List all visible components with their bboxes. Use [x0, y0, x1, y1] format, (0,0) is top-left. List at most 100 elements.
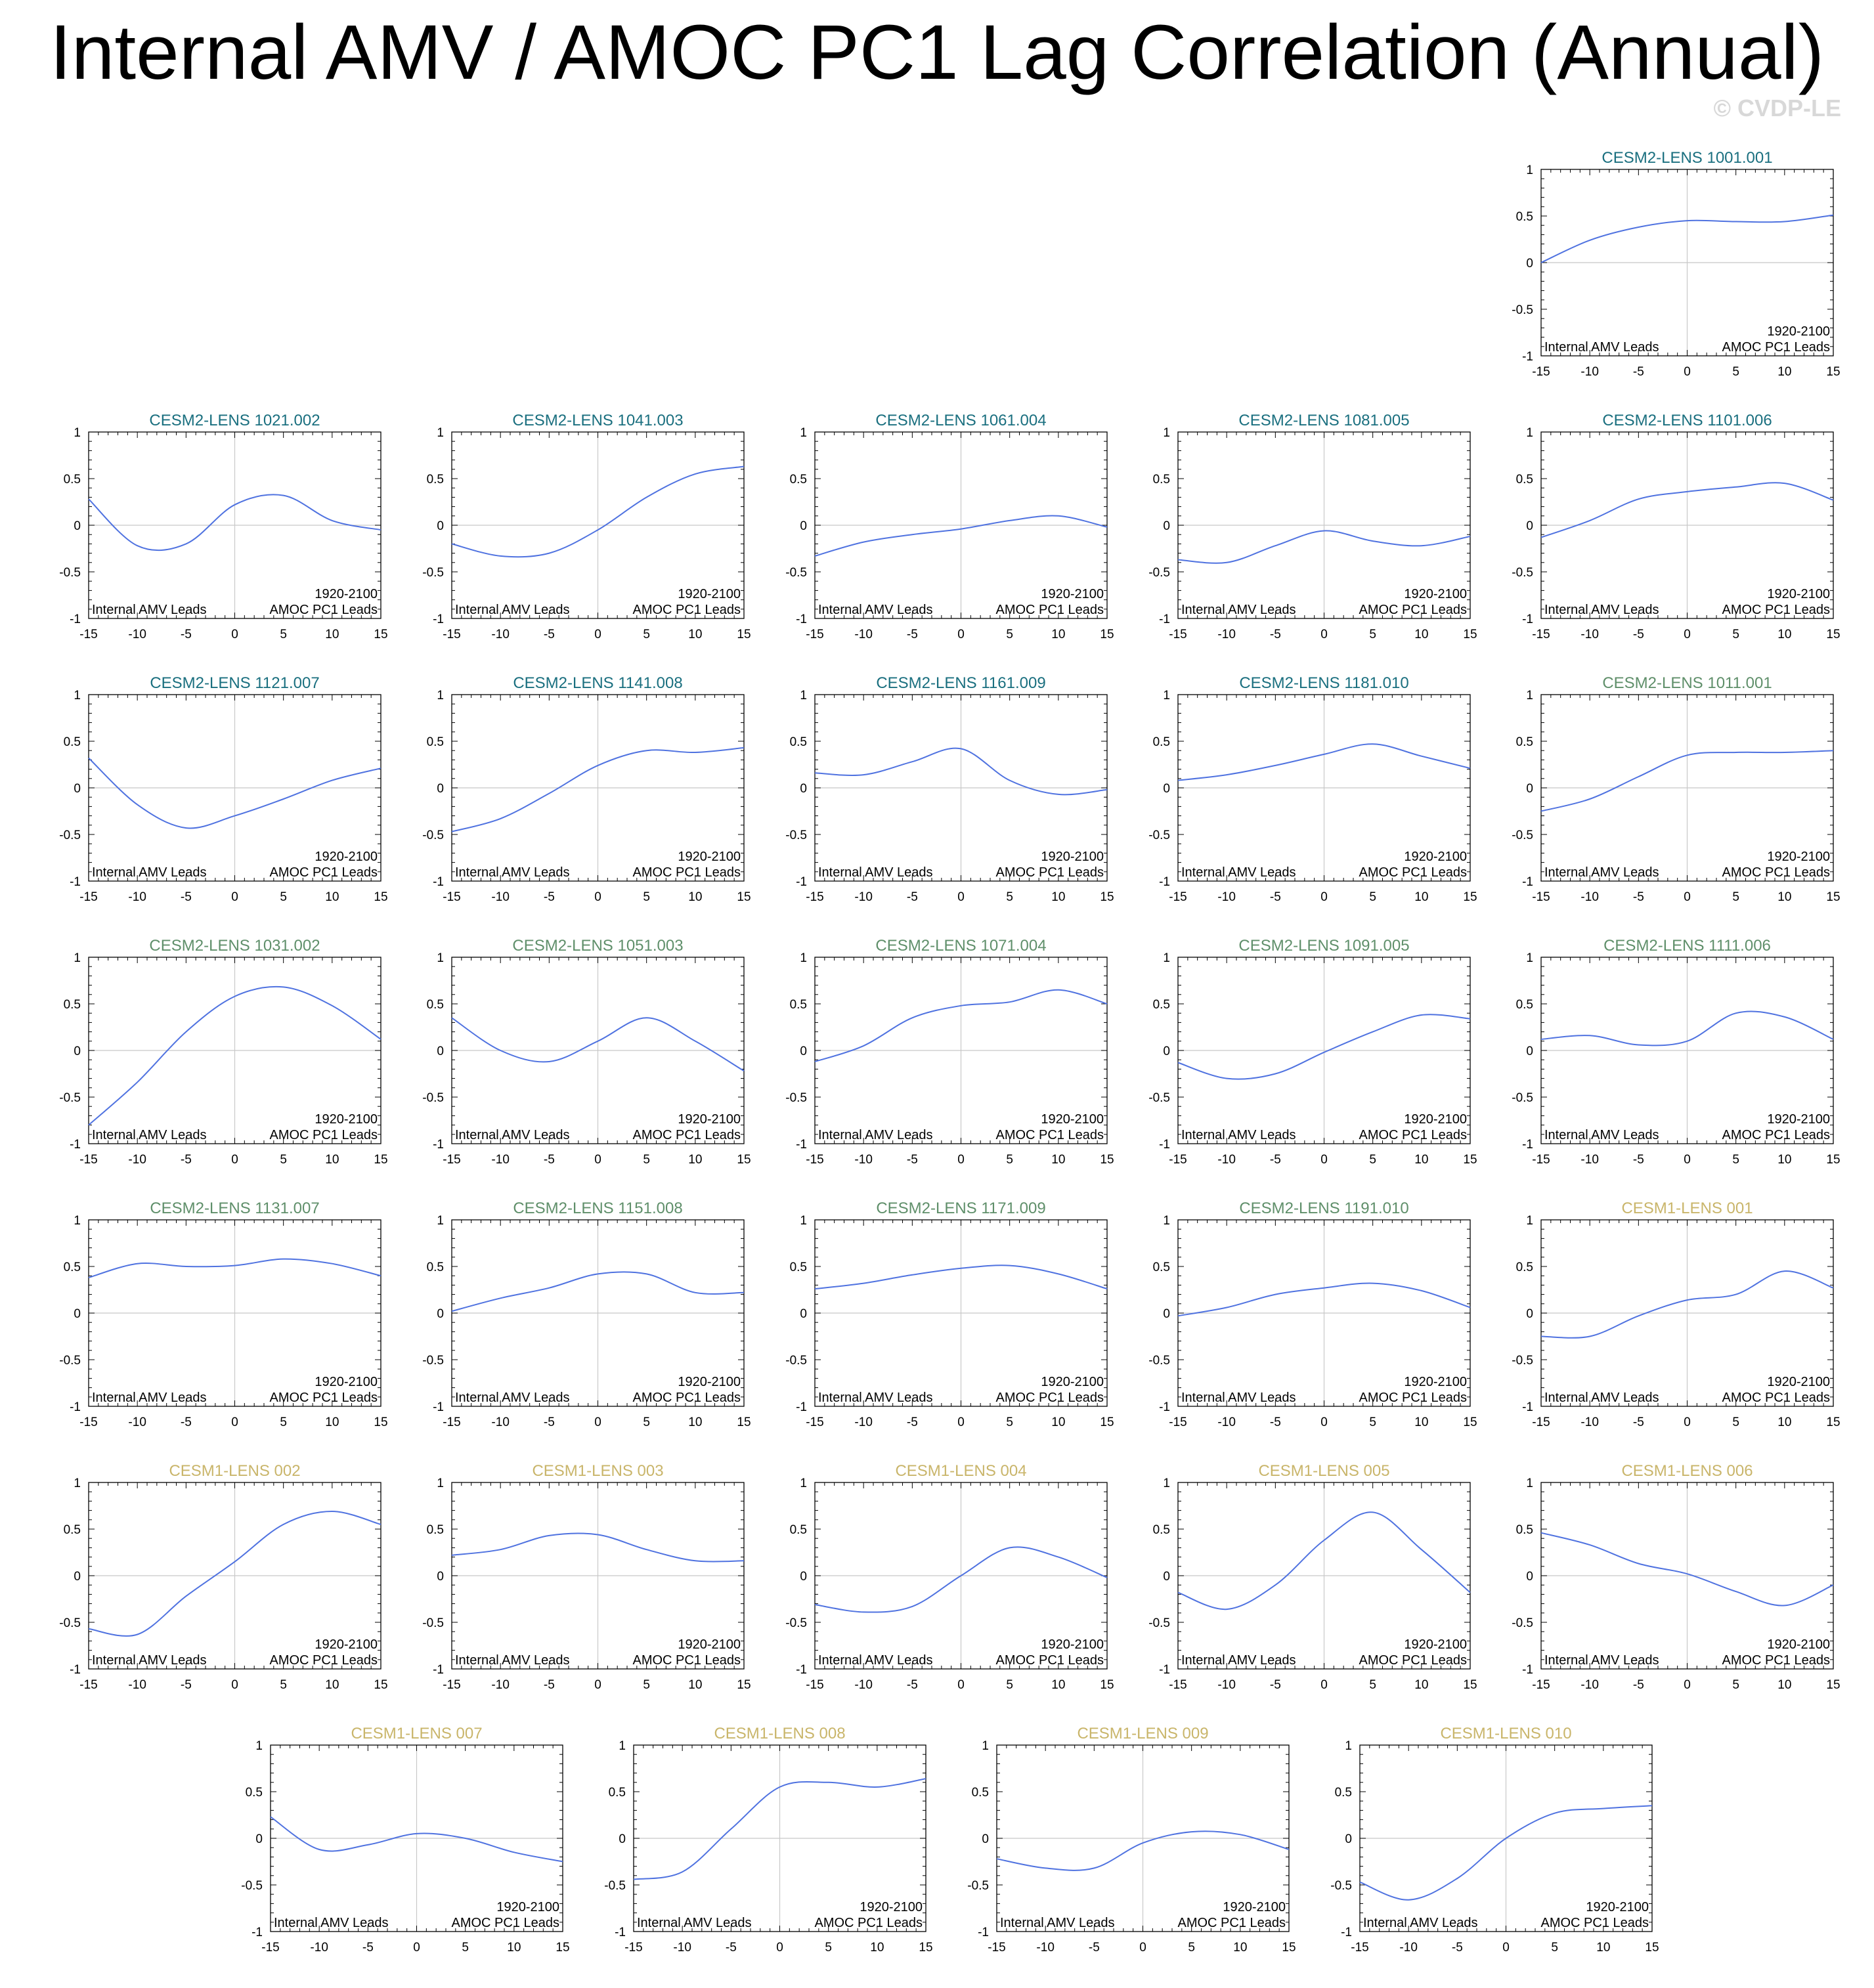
period-label: 1920-2100	[496, 1900, 559, 1914]
x-tick-label: -15	[1532, 1153, 1550, 1167]
period-label: 1920-2100	[1404, 850, 1467, 864]
y-tick-label: 0.5	[427, 998, 444, 1012]
x-tick-label: -10	[310, 1941, 328, 1955]
amv-leads-label: Internal AMV Leads	[455, 1391, 570, 1405]
period-label: 1920-2100	[1767, 587, 1830, 601]
y-tick-label: -0.5	[1148, 1616, 1170, 1630]
x-tick-label: -15	[1532, 1415, 1550, 1429]
y-tick-label: -1	[1159, 875, 1170, 889]
y-tick-label: -1	[796, 1663, 807, 1677]
amv-leads-label: Internal AMV Leads	[637, 1916, 752, 1930]
x-tick-label: 10	[1051, 1678, 1065, 1692]
x-tick-label: -5	[181, 1415, 192, 1429]
amv-leads-label: Internal AMV Leads	[455, 865, 570, 880]
x-tick-label: -10	[1399, 1941, 1417, 1955]
y-tick-label: 0.5	[609, 1786, 626, 1800]
amoc-leads-label: AMOC PC1 Leads	[1359, 1128, 1467, 1142]
amv-leads-label: Internal AMV Leads	[92, 603, 207, 617]
x-tick-label: 10	[688, 628, 702, 641]
x-tick-label: 5	[1006, 628, 1013, 641]
x-tick-label: 5	[280, 1153, 287, 1167]
period-label: 1920-2100	[678, 1375, 741, 1389]
period-label: 1920-2100	[1223, 1900, 1286, 1914]
x-tick-label: -5	[181, 1153, 192, 1167]
amv-leads-label: Internal AMV Leads	[1181, 1653, 1296, 1668]
x-tick-label: 15	[737, 1678, 751, 1692]
panel-title: CESM1-LENS 003	[532, 1462, 663, 1480]
y-tick-label: 0.5	[64, 473, 81, 486]
x-tick-label: -5	[181, 628, 192, 641]
y-tick-label: 1	[800, 689, 807, 702]
y-tick-label: -1	[433, 1663, 444, 1677]
x-tick-label: 5	[1732, 365, 1739, 379]
x-tick-label: -5	[181, 890, 192, 904]
y-tick-label: 0	[1526, 1307, 1533, 1321]
x-tick-label: -10	[128, 628, 146, 641]
x-tick-label: 10	[1233, 1941, 1247, 1955]
y-tick-label: 0.5	[64, 735, 81, 749]
amv-leads-label: Internal AMV Leads	[1000, 1916, 1115, 1930]
chart-panel: CESM2-LENS 1031.002 -15 -10 -5 0 5 10 15 1 0.5 0 -0…	[59, 937, 387, 1167]
x-tick-label: 10	[1414, 1153, 1428, 1167]
amoc-leads-label: AMOC PC1 Leads	[1722, 1653, 1830, 1668]
x-tick-label: -10	[1580, 1678, 1598, 1692]
x-tick-label: 5	[643, 1415, 650, 1429]
series-line	[814, 989, 1108, 1062]
x-tick-label: 10	[1777, 1415, 1791, 1429]
y-tick-label: 0	[437, 519, 444, 533]
y-tick-label: -1	[433, 1138, 444, 1152]
x-tick-label: 5	[280, 628, 287, 641]
y-tick-label: -0.5	[1512, 303, 1533, 317]
x-tick-label: -10	[1217, 890, 1235, 904]
x-tick-label: -5	[1270, 1678, 1281, 1692]
y-tick-label: 1	[982, 1739, 989, 1753]
x-tick-label: 15	[374, 1415, 387, 1429]
y-tick-label: -1	[1341, 1926, 1352, 1939]
amoc-leads-label: AMOC PC1 Leads	[632, 1653, 741, 1668]
y-tick-label: 0.5	[1516, 735, 1533, 749]
y-tick-label: -1	[1159, 613, 1170, 626]
series-line	[88, 757, 381, 829]
period-label: 1920-2100	[1767, 850, 1830, 864]
x-tick-label: 10	[1414, 1678, 1428, 1692]
y-tick-label: 0	[1163, 519, 1170, 533]
panel-title: CESM2-LENS 1071.004	[875, 937, 1046, 955]
x-tick-label: 0	[231, 628, 238, 641]
y-tick-label: 1	[437, 951, 444, 965]
y-tick-label: 1	[255, 1739, 263, 1753]
y-tick-label: 1	[1526, 1477, 1533, 1490]
y-tick-label: -1	[70, 1138, 81, 1152]
x-tick-label: 5	[1369, 1415, 1376, 1429]
x-tick-label: -5	[181, 1678, 192, 1692]
x-tick-label: -15	[79, 890, 97, 904]
series-line	[1540, 482, 1834, 538]
x-tick-label: -15	[806, 1678, 823, 1692]
y-tick-label: 0.5	[1516, 998, 1533, 1012]
y-tick-label: -1	[978, 1926, 989, 1939]
y-tick-label: 1	[74, 689, 81, 702]
y-tick-label: -0.5	[241, 1879, 263, 1893]
x-tick-label: -15	[806, 890, 823, 904]
x-tick-label: 10	[1414, 890, 1428, 904]
x-tick-label: 5	[280, 890, 287, 904]
x-tick-label: 5	[1732, 1678, 1739, 1692]
y-tick-label: 1	[800, 1214, 807, 1228]
amoc-leads-label: AMOC PC1 Leads	[1722, 340, 1830, 355]
y-tick-label: 0.5	[1516, 210, 1533, 224]
amoc-leads-label: AMOC PC1 Leads	[1359, 603, 1467, 617]
panel-title: CESM2-LENS 1061.004	[875, 412, 1046, 429]
panel-title: CESM1-LENS 005	[1258, 1462, 1389, 1480]
amv-leads-label: Internal AMV Leads	[1544, 340, 1659, 355]
y-tick-label: 1	[1163, 951, 1170, 965]
chart-panel: CESM2-LENS 1001.001 -15 -10 -5 0 5 10 15 1 0.5 0 -0…	[1512, 149, 1840, 379]
y-tick-label: 1	[1345, 1739, 1352, 1753]
y-tick-label: 0.5	[1153, 998, 1170, 1012]
x-tick-label: -5	[544, 1153, 555, 1167]
x-tick-label: -5	[907, 1678, 918, 1692]
amv-leads-label: Internal AMV Leads	[455, 1653, 570, 1668]
y-tick-label: 0	[800, 519, 807, 533]
y-tick-label: 1	[74, 426, 81, 440]
y-tick-label: -0.5	[967, 1879, 989, 1893]
x-tick-label: -10	[1217, 1153, 1235, 1167]
chart-panel: CESM1-LENS 002 -15 -10 -5 0 5 10 15 1 0.5 0 -0.5 -1 I…	[59, 1462, 387, 1692]
